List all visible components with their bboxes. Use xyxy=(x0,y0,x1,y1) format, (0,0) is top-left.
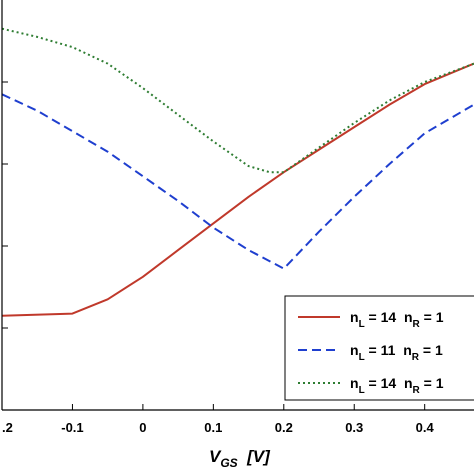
series-layer xyxy=(1,27,474,317)
x-tick-label: 0.3 xyxy=(345,420,363,435)
x-tick-label: -0.1 xyxy=(61,420,83,435)
x-tick-label: 0.4 xyxy=(416,420,435,435)
legend-label-1: nL = 14 nR = 1 xyxy=(350,309,444,330)
x-tick-label: .2 xyxy=(2,420,13,435)
x-tick-label: 0.1 xyxy=(204,420,222,435)
legend: nL = 14 nR = 1 nL = 11 nR = 1 nL = 14 nR =… xyxy=(284,295,474,401)
x-tick-labels: .2 -0.1 0 0.1 0.2 0.3 0.4 xyxy=(2,420,434,435)
legend-label-3: nL = 14 nR = 1 xyxy=(350,375,444,396)
series-line-2 xyxy=(1,93,474,270)
legend-label-2: nL = 11 nR = 1 xyxy=(350,342,443,363)
legend-box xyxy=(284,295,474,401)
x-tick-label: 0.2 xyxy=(275,420,293,435)
series-line-1 xyxy=(1,62,474,317)
x-axis-label: VGS [V] xyxy=(209,447,271,470)
series-line-3 xyxy=(1,27,474,174)
x-tick-label: 0 xyxy=(139,420,146,435)
